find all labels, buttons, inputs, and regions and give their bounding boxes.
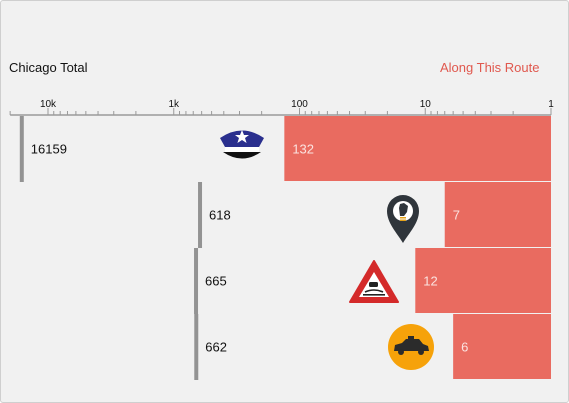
total-value-label: 618 [209, 208, 231, 223]
chart-row: 12 665 [194, 248, 551, 314]
axis-tick-label: 100 [291, 99, 308, 110]
chicago-total-label: Chicago Total [9, 60, 88, 75]
axis-tick-label: 10k [40, 99, 57, 110]
streetlight-location-icon [387, 195, 419, 243]
total-marker [194, 248, 199, 314]
total-value-label: 16159 [31, 142, 67, 157]
total-marker [198, 182, 203, 248]
car-icon [388, 324, 434, 370]
route-value-label: 7 [453, 208, 460, 223]
axis-tick-label: 1 [548, 99, 554, 110]
route-bar [453, 314, 551, 379]
total-marker [194, 314, 199, 380]
route-value-label: 12 [423, 274, 437, 289]
route-value-label: 6 [461, 340, 468, 355]
total-value-label: 665 [205, 274, 227, 289]
total-marker [19, 116, 24, 182]
police-officer-icon [220, 130, 264, 159]
route-bar [444, 182, 551, 247]
route-bar [415, 248, 551, 313]
axis-tick-label: 1k [168, 99, 180, 110]
chart-row: 132 16159 [19, 116, 551, 182]
axis-tick-label: 10 [420, 99, 432, 110]
along-route-label: Along This Route [440, 60, 540, 75]
route-bar [284, 116, 551, 181]
chart-row: 7 618 [198, 182, 551, 248]
chart-row: 6 662 [194, 314, 551, 380]
road-hazard-sign-icon [349, 260, 399, 303]
route-value-label: 132 [292, 142, 314, 157]
total-value-label: 662 [205, 340, 227, 355]
